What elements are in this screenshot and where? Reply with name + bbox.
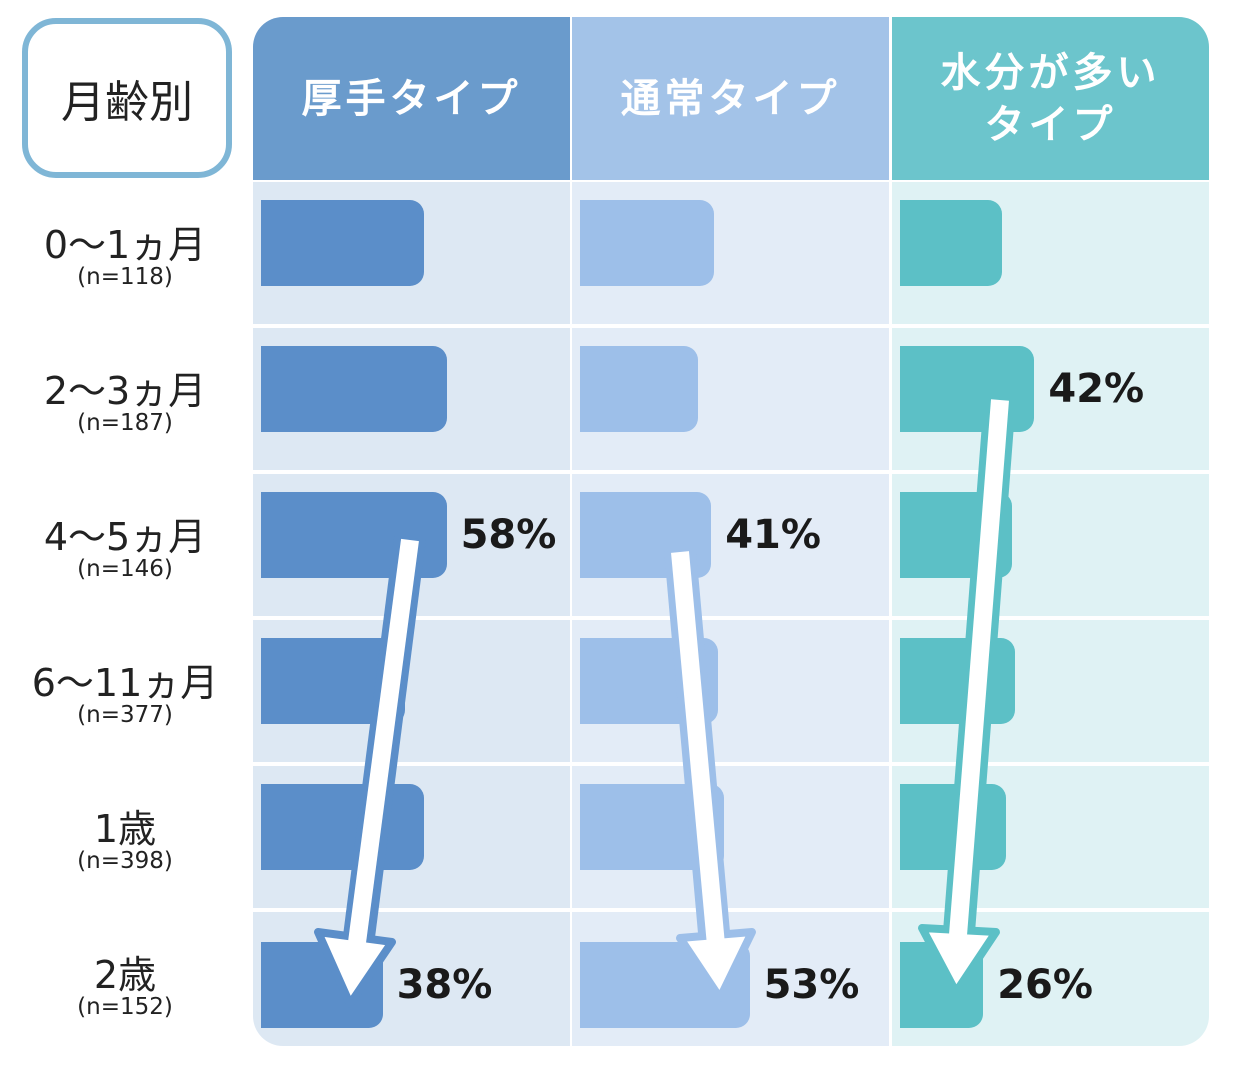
value-label: 26% xyxy=(997,962,1093,1008)
bar xyxy=(900,200,1003,286)
bar xyxy=(580,638,718,724)
bar xyxy=(900,638,1016,724)
value-label: 58% xyxy=(460,512,557,558)
bar xyxy=(900,784,1006,870)
corner-label: 月齢別 xyxy=(22,18,232,178)
bar xyxy=(900,346,1035,432)
bar xyxy=(261,638,405,724)
value-label: 53% xyxy=(763,962,860,1008)
column-header: 水分が多いタイプ xyxy=(892,17,1209,180)
bar xyxy=(900,942,984,1028)
column-header: 厚手タイプ xyxy=(253,17,570,180)
sample-size: (n=377) xyxy=(77,702,173,728)
bar xyxy=(261,200,425,286)
sample-size: (n=187) xyxy=(77,410,173,436)
category-label: 6～11ヵ月 xyxy=(31,661,219,705)
bar xyxy=(261,942,383,1028)
bar xyxy=(580,492,712,578)
category-label: 1歳 xyxy=(93,807,157,851)
bar xyxy=(900,492,1012,578)
bar xyxy=(580,784,724,870)
bar xyxy=(580,346,699,432)
value-label: 42% xyxy=(1048,366,1145,412)
column-header: 通常タイプ xyxy=(572,17,889,180)
category-label: 2歳 xyxy=(93,953,157,997)
category-label: 0～1ヵ月 xyxy=(43,223,207,267)
bar xyxy=(261,784,425,870)
sample-size: (n=118) xyxy=(77,264,173,290)
sample-size: (n=146) xyxy=(77,556,173,582)
value-label: 38% xyxy=(396,962,493,1008)
sample-size: (n=398) xyxy=(77,848,173,874)
category-label: 4～5ヵ月 xyxy=(43,515,207,559)
value-label: 41% xyxy=(725,512,821,558)
sample-size: (n=152) xyxy=(77,994,173,1020)
bar xyxy=(580,200,715,286)
bar xyxy=(580,942,750,1028)
bar xyxy=(261,346,447,432)
category-label: 2～3ヵ月 xyxy=(43,369,207,413)
bar xyxy=(261,492,447,578)
